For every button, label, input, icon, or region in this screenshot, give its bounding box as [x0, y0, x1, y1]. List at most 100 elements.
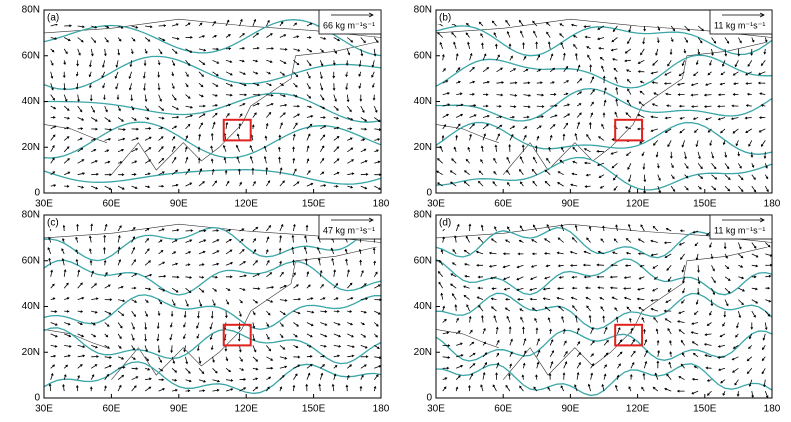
wind-vector [720, 379, 726, 384]
wind-vector [183, 345, 187, 353]
wind-vector [239, 59, 245, 63]
wind-vector [198, 181, 205, 187]
wind-vector [131, 117, 137, 121]
wind-vector [238, 122, 242, 129]
wind-vector [738, 299, 744, 306]
wind-vector [449, 170, 457, 176]
wind-vector [576, 112, 582, 118]
wind-vector [145, 185, 151, 189]
wind-vector [480, 33, 484, 38]
wind-vector [266, 333, 270, 340]
wind-vector [667, 328, 672, 335]
wind-vector [737, 151, 741, 157]
wind-vector [437, 182, 443, 187]
wind-vector [643, 360, 648, 369]
wind-vector [91, 185, 99, 190]
x-tick-label: 90E [170, 199, 188, 210]
wind-vector [252, 32, 259, 38]
reference-label: 66 kg m⁻¹s⁻¹ [323, 20, 375, 30]
wind-vector [586, 46, 591, 50]
wind-vector [601, 65, 605, 72]
wind-vector [77, 105, 83, 113]
wind-vector [279, 386, 283, 392]
wind-vector [347, 354, 355, 358]
wind-vector [760, 60, 766, 67]
wind-vector [724, 265, 730, 270]
wind-vector [509, 115, 515, 119]
wind-vector [442, 236, 445, 243]
wind-vector [535, 327, 539, 334]
y-tick-label: 40N [414, 96, 432, 107]
wind-vector [482, 327, 486, 335]
wind-vector [156, 322, 160, 330]
wind-vector [128, 71, 132, 80]
wind-vector [692, 230, 699, 234]
wind-vector [763, 48, 767, 55]
wind-vector [209, 333, 213, 340]
contour-line [435, 329, 773, 362]
wind-vector [212, 94, 218, 97]
y-tick-label: 60N [22, 50, 40, 61]
wind-vector [536, 54, 540, 61]
x-tick-label: 30E [427, 404, 445, 415]
wind-vector [643, 339, 648, 346]
wind-vector [736, 391, 740, 397]
wind-vector [583, 25, 591, 28]
wind-vector [691, 105, 699, 108]
wind-vector [332, 60, 336, 66]
wind-vector [50, 269, 53, 277]
wind-vector [523, 134, 527, 141]
wind-vector [748, 379, 753, 387]
wind-vector [469, 123, 475, 130]
wind-vector [131, 333, 135, 341]
wind-vector [171, 23, 179, 27]
x-tick-label: 150E [302, 404, 326, 415]
wind-vector [293, 35, 300, 38]
wind-vector [613, 185, 618, 191]
wind-vector [48, 383, 52, 392]
wind-vector [239, 274, 247, 278]
wind-vector [345, 83, 349, 91]
wind-vector [76, 60, 80, 67]
wind-vector [279, 103, 288, 107]
wind-vector [198, 250, 206, 255]
wind-vector [306, 36, 312, 39]
wind-vector [306, 48, 313, 53]
wind-vector [544, 306, 551, 312]
wind-vector [279, 180, 285, 187]
wind-vector [103, 259, 107, 266]
wind-vector [455, 53, 459, 61]
wind-vector [563, 113, 571, 118]
wind-vector [117, 137, 126, 141]
wind-vector [717, 356, 726, 359]
wind-vector [639, 90, 645, 95]
wind-vector [603, 326, 608, 335]
wind-vector [198, 48, 207, 52]
wind-vector [522, 326, 525, 334]
wind-vector [183, 311, 187, 318]
wind-vector [547, 386, 551, 392]
wind-vector [279, 235, 282, 243]
wind-vector [131, 160, 138, 164]
wind-vector [531, 168, 538, 175]
wind-vector [306, 133, 311, 141]
wind-vector [496, 54, 500, 61]
wind-vector [723, 242, 727, 250]
wind-vector [171, 368, 178, 373]
wind-vector [442, 103, 451, 107]
wind-vector [522, 42, 525, 49]
wind-vector [145, 127, 152, 130]
wind-vector [493, 32, 497, 38]
wind-vector [172, 388, 178, 392]
wind-vector [185, 82, 189, 88]
wind-vector [252, 310, 256, 316]
wind-vector [75, 385, 79, 392]
wind-vector [463, 285, 470, 289]
wind-vector [266, 33, 273, 38]
wind-vector [198, 239, 207, 243]
wind-vector [576, 121, 580, 130]
wind-vector [678, 71, 685, 77]
wind-vector [48, 236, 52, 243]
